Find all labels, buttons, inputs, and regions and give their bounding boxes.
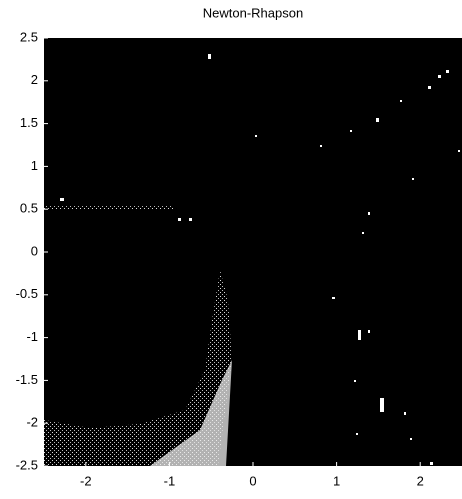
speckle-region (44, 270, 232, 466)
y-tick-label: -0.5 (16, 286, 38, 301)
speckle-region (150, 360, 232, 466)
y-tick-label: 0 (31, 243, 38, 258)
speckle (404, 412, 406, 415)
speckle (60, 198, 64, 201)
speckle (358, 330, 361, 340)
x-tick-label: 1 (333, 473, 340, 488)
speckle (428, 86, 431, 89)
y-tick-label: 1.5 (20, 115, 38, 130)
y-tick-label: 0.5 (20, 201, 38, 216)
speckle (368, 330, 370, 333)
speckle (362, 232, 364, 234)
speckle (189, 218, 192, 221)
speckle (354, 380, 356, 382)
y-tick-label: 2.5 (20, 29, 38, 44)
speckle (410, 438, 412, 440)
speckle (438, 75, 441, 78)
speckle (368, 212, 370, 215)
speckle (356, 433, 358, 435)
y-tick-label: -2.5 (16, 457, 38, 472)
speckle (412, 178, 414, 180)
x-tick-label: -1 (164, 473, 176, 488)
image-background (44, 38, 462, 466)
x-tick-label: -2 (80, 473, 92, 488)
speckle (255, 135, 257, 137)
plot-area (44, 38, 462, 466)
y-tick-label: -2 (26, 415, 38, 430)
x-tick-label: 2 (417, 473, 424, 488)
speckle (430, 462, 433, 465)
y-tick-label: 1 (31, 158, 38, 173)
speckle (332, 297, 335, 299)
chart-title: Newton-Rhapson (203, 5, 303, 20)
y-tick-label: 2 (31, 72, 38, 87)
speckle-band (44, 205, 174, 209)
speckle (178, 218, 181, 221)
speckle (446, 70, 449, 73)
y-tick-label: -1.5 (16, 372, 38, 387)
speckle (458, 150, 460, 152)
y-tick-label: -1 (26, 329, 38, 344)
speckle (208, 54, 211, 59)
speckle (400, 100, 402, 102)
speckle (380, 398, 384, 412)
speckle (350, 130, 352, 132)
speckle (376, 118, 379, 122)
speckle (320, 145, 322, 147)
x-tick-label: 0 (249, 473, 256, 488)
